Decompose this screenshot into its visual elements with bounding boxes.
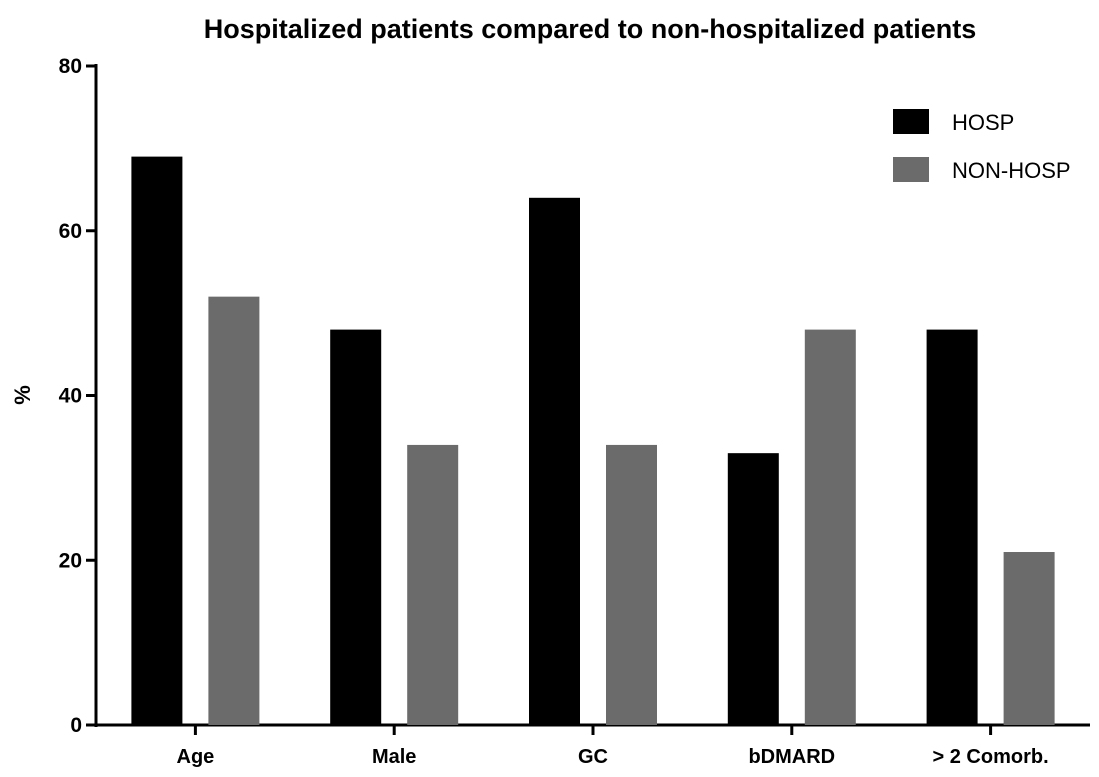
legend-label: HOSP <box>952 110 1014 135</box>
bar-hosp-age <box>131 156 183 726</box>
legend-label: NON-HOSP <box>952 158 1071 183</box>
x-category-label: Age <box>177 746 215 768</box>
y-tick-label: 0 <box>70 714 82 737</box>
x-category-label: GC <box>578 746 608 768</box>
chart-title: Hospitalized patients compared to non-ho… <box>204 14 977 44</box>
bar-hosp-male <box>330 329 382 725</box>
y-tick-label: 60 <box>59 220 82 243</box>
bar-non-hosp-age <box>208 296 260 725</box>
y-axis-label: % <box>10 385 35 405</box>
bar-non-hosp-male <box>407 444 459 725</box>
y-tick-label: 80 <box>59 55 82 78</box>
bar-hosp-2-comorb <box>926 329 978 725</box>
legend-swatch <box>893 157 929 182</box>
bar-hosp-gc <box>529 197 580 726</box>
axes <box>86 64 1090 735</box>
legend: HOSP NON-HOSP <box>893 109 1071 183</box>
bar-non-hosp-2-comorb <box>1003 552 1055 725</box>
bars <box>131 156 1055 726</box>
legend-swatch <box>893 109 929 134</box>
x-category-label: Male <box>372 746 416 768</box>
tick-labels: 0 20 40 60 80 Age Male GC bDMARD > 2 Comorb. <box>59 55 1049 768</box>
bar-non-hosp-gc <box>606 444 657 725</box>
x-category-label: bDMARD <box>748 746 835 768</box>
bar-hosp-bdmard <box>727 453 779 725</box>
y-tick-label: 20 <box>59 549 82 572</box>
x-category-label: > 2 Comorb. <box>933 746 1049 768</box>
y-tick-label: 40 <box>59 385 82 408</box>
bar-non-hosp-bdmard <box>804 329 856 725</box>
